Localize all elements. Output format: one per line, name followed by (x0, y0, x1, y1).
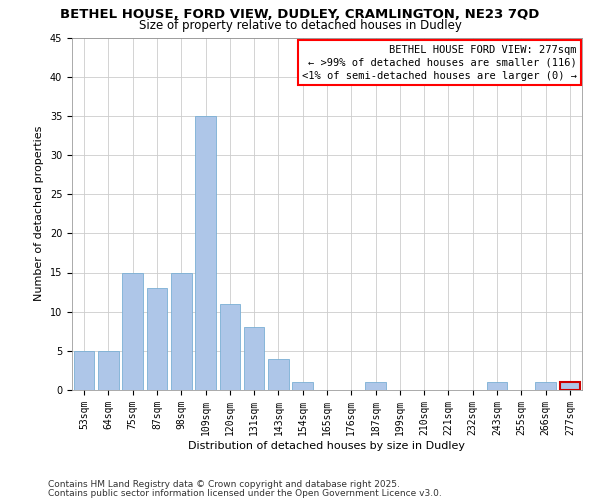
Bar (268, 358, 289, 390)
Text: BETHEL HOUSE FORD VIEW: 277sqm
← >99% of detached houses are smaller (116)
<1% o: BETHEL HOUSE FORD VIEW: 277sqm ← >99% of… (302, 44, 577, 81)
X-axis label: Distribution of detached houses by size in Dudley: Distribution of detached houses by size … (188, 440, 466, 450)
Text: BETHEL HOUSE, FORD VIEW, DUDLEY, CRAMLINGTON, NE23 7QD: BETHEL HOUSE, FORD VIEW, DUDLEY, CRAMLIN… (61, 8, 539, 20)
Text: Size of property relative to detached houses in Dudley: Size of property relative to detached ho… (139, 19, 461, 32)
Bar (74, 351, 94, 390)
Bar (98, 351, 119, 390)
Bar (487, 382, 508, 390)
Text: Contains public sector information licensed under the Open Government Licence v3: Contains public sector information licen… (48, 488, 442, 498)
Text: Contains HM Land Registry data © Crown copyright and database right 2025.: Contains HM Land Registry data © Crown c… (48, 480, 400, 489)
Bar (220, 304, 240, 390)
Bar (195, 116, 216, 390)
Bar (560, 382, 580, 390)
Bar (365, 382, 386, 390)
Bar (171, 272, 191, 390)
Bar (122, 272, 143, 390)
Y-axis label: Number of detached properties: Number of detached properties (34, 126, 44, 302)
Bar (146, 288, 167, 390)
Bar (535, 382, 556, 390)
Bar (244, 328, 265, 390)
Bar (292, 382, 313, 390)
